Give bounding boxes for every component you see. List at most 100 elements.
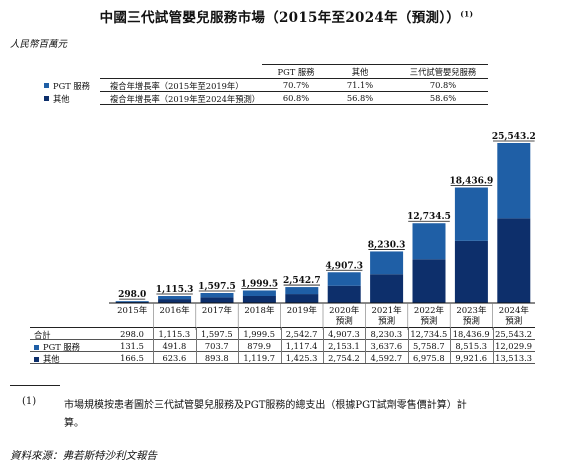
table-column-divider <box>153 327 155 363</box>
table-column-divider <box>450 327 452 363</box>
x-tick-label: 2022年 <box>414 305 445 316</box>
bar-total-label: 2,542.7 <box>283 276 321 286</box>
table-row-label: 其他 <box>43 354 60 364</box>
table-cell: 1,999.5 <box>243 329 276 339</box>
table-column-divider <box>323 327 324 363</box>
cagr-header-rule <box>100 78 488 79</box>
bar-segment-pgt <box>412 223 446 260</box>
table-cell: 131.5 <box>120 341 144 351</box>
bar-segment-pgt <box>285 287 319 295</box>
bar-total-label: 8,230.3 <box>368 240 406 250</box>
cagr-header-total: 三代試管嬰兒服務 <box>409 67 477 77</box>
bar-total-label: 1,999.5 <box>241 279 279 289</box>
cagr-row-label: 複合年增長率（2015年至2019年） <box>110 81 244 91</box>
bar-segment-pgt <box>200 292 234 298</box>
table-cell: 298.0 <box>120 329 144 339</box>
table-cell: 13,513.3 <box>495 353 533 363</box>
bar-total-label: 4,907.3 <box>325 261 363 271</box>
x-tick-label: 預測 <box>505 316 522 327</box>
table-cell: 2,153.1 <box>328 341 360 351</box>
cagr-value: 70.8% <box>429 80 457 90</box>
bar-total-label: 25,543.2 <box>492 132 536 142</box>
footnote-text-cont: 算。 <box>64 418 84 429</box>
stacked-bar-chart: 298.0 1,115.3 1,597.5 1,999.5 2,542.7 4,907.3… <box>109 132 536 330</box>
table-cell: 12,029.9 <box>495 341 533 351</box>
table-cell: 623.6 <box>162 353 187 363</box>
table-cell: 9,921.6 <box>455 353 488 363</box>
table-cell: 8,230.3 <box>370 329 403 339</box>
cagr-value: 71.1% <box>346 80 374 90</box>
x-tick-label: 2018年 <box>244 305 275 316</box>
cagr-header-pgt: PGT 服務 <box>277 67 315 77</box>
bar-segment-pgt <box>497 143 531 219</box>
table-column-divider <box>407 327 409 363</box>
table-cell: 4,907.3 <box>328 329 360 339</box>
x-tick-label: 預測 <box>336 316 353 327</box>
table-row-label: PGT 服務 <box>43 342 80 352</box>
bar-segment-pgt <box>370 251 404 275</box>
table-row-rule <box>30 363 535 364</box>
table-cell: 2,754.2 <box>328 353 360 363</box>
table-top-rule <box>30 327 535 328</box>
table-cell: 2,542.7 <box>285 329 318 339</box>
x-tick-label: 2023年 <box>456 305 487 316</box>
cagr-value: 56.8% <box>346 93 374 103</box>
table-cell: 6,975.8 <box>412 353 445 363</box>
x-tick-label: 2021年 <box>372 305 403 316</box>
bar-segment-pgt <box>454 187 488 241</box>
table-cell: 25,543.2 <box>495 329 533 339</box>
table-cell: 1,597.5 <box>200 329 233 339</box>
legend-swatch-others <box>44 96 49 101</box>
table-column-divider <box>365 327 367 363</box>
table-cell: 1,425.3 <box>285 353 318 363</box>
footnote-rule <box>10 385 60 386</box>
table-cell: 893.8 <box>204 353 229 363</box>
bar-segment-others <box>158 299 192 303</box>
bar-segment-others <box>497 218 531 303</box>
cagr-top-rule <box>262 64 488 65</box>
table-cell: 166.5 <box>120 353 144 363</box>
cagr-row-label: 複合年增長率（2019年至2024年預測） <box>110 94 261 104</box>
bar-segment-pgt <box>158 296 192 300</box>
x-tick-label: 2020年 <box>329 305 360 316</box>
bar-segment-others <box>285 294 319 303</box>
footnote-text: 市場規模按患者圖於三代試管嬰兒服務及PGT服務的總支出（根據PGT試劑零售價計算… <box>64 400 467 411</box>
bar-segment-others <box>327 285 361 303</box>
chart-title: 中國三代試管嬰兒服務市場（2015年至2024年（預測））(1) <box>99 9 474 27</box>
x-tick-label: 2016年 <box>160 305 191 316</box>
footnote-mark: (1) <box>22 396 37 407</box>
table-cell: 1,119.7 <box>243 353 276 363</box>
x-tick-label: 2015年 <box>117 305 148 316</box>
x-tick-label: 預測 <box>378 316 395 327</box>
table-row-rule <box>30 339 535 340</box>
table-cell: 18,436.9 <box>452 329 490 339</box>
bar-segment-others <box>454 240 488 303</box>
cagr-value: 58.6% <box>429 93 457 103</box>
cagr-bottom-rule <box>100 104 488 105</box>
bar-total-label: 298.0 <box>118 290 146 300</box>
table-row-label: 合計 <box>34 330 51 340</box>
table-column-divider <box>238 327 240 363</box>
bar-segment-others <box>412 259 446 303</box>
bar-segment-pgt <box>242 290 276 296</box>
table-row-rule <box>30 351 535 352</box>
bar-total-label: 1,115.3 <box>156 285 194 295</box>
table-cell: 1,117.4 <box>285 341 318 351</box>
legend-swatch-pgt <box>44 83 49 88</box>
table-cell: 4,592.7 <box>370 353 403 363</box>
table-row-swatch <box>34 345 39 350</box>
bar-total-label: 18,436.9 <box>449 177 493 187</box>
table-row-swatch <box>34 357 39 362</box>
bar-segment-others <box>370 274 404 303</box>
table-cell: 703.7 <box>204 341 229 351</box>
bar-segment-others <box>200 297 234 303</box>
bar-total-label: 1,597.5 <box>198 282 236 292</box>
table-cell: 3,637.6 <box>370 341 403 351</box>
x-tick-label: 2017年 <box>202 305 233 316</box>
table-cell: 879.9 <box>247 341 272 351</box>
x-tick-label: 預測 <box>420 316 437 327</box>
bar-segment-others <box>115 301 149 303</box>
cagr-value: 70.7% <box>282 80 310 90</box>
x-tick-label: 2019年 <box>287 305 318 316</box>
bar-segment-pgt <box>115 301 149 302</box>
